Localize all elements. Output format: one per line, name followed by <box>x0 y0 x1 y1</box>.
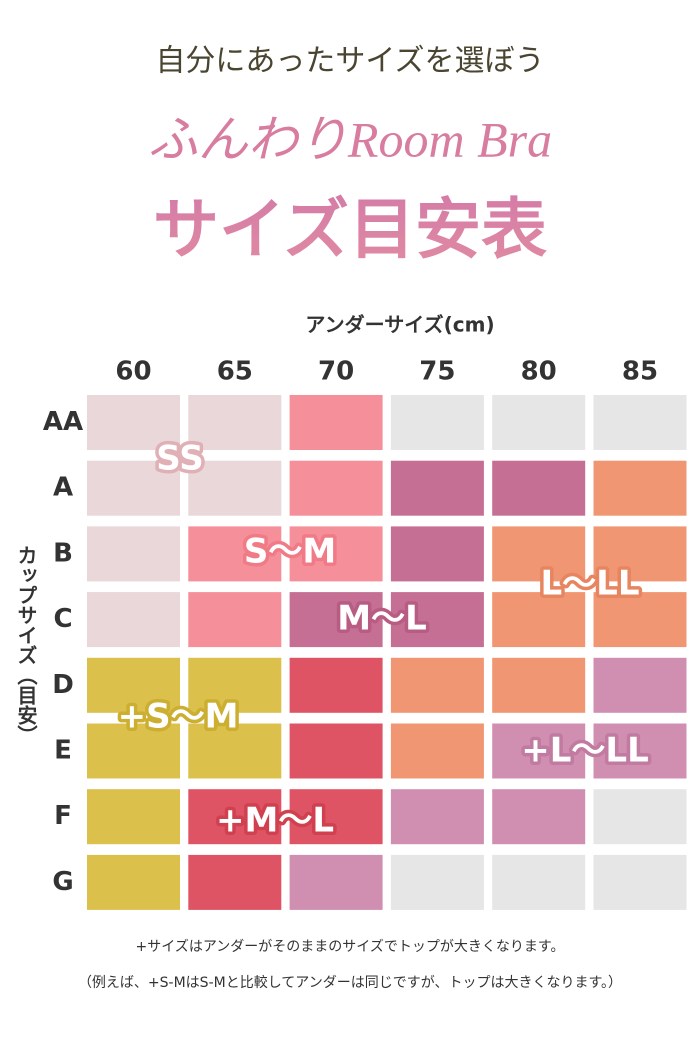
cell <box>492 789 586 845</box>
cell <box>188 395 282 450</box>
region-label: +M～L <box>216 801 334 841</box>
note: （例えば、+S-MはS-Mと比較してアンダーは同じですが、トップは大きくなります… <box>78 975 622 991</box>
cell <box>390 723 484 779</box>
region-label: S～M <box>244 532 336 572</box>
column-label: 80 <box>521 357 557 387</box>
cell <box>390 592 484 648</box>
row-label: D <box>52 670 74 700</box>
row-label: E <box>54 736 72 766</box>
row-heading: カップサイズ（目安） <box>14 545 38 745</box>
cell <box>390 526 484 582</box>
region-label: SS <box>156 439 203 479</box>
region-label: M～L <box>337 599 427 639</box>
cell <box>87 526 180 582</box>
cell <box>492 592 586 648</box>
cell <box>188 460 282 516</box>
cell <box>593 789 687 845</box>
cell <box>593 657 687 713</box>
cell <box>188 526 282 582</box>
cell <box>593 395 687 450</box>
cell <box>492 854 586 910</box>
brand: ふんわりRoom Bra <box>148 111 552 167</box>
cell <box>87 592 180 648</box>
cell <box>492 395 586 450</box>
cell <box>593 526 687 582</box>
cell <box>289 592 383 648</box>
row-label: G <box>52 867 73 897</box>
cell <box>593 460 687 516</box>
cell <box>492 723 586 779</box>
cell <box>492 526 586 582</box>
cell <box>188 657 282 713</box>
cell <box>593 854 687 910</box>
column-label: 70 <box>318 357 354 387</box>
cell <box>87 395 180 450</box>
region-label: L～LL <box>541 564 640 604</box>
cell <box>87 657 180 713</box>
cell <box>87 723 180 779</box>
cell <box>188 592 282 648</box>
cell <box>390 460 484 516</box>
row-label: AA <box>43 407 83 437</box>
cell <box>87 460 180 516</box>
column-label: 85 <box>622 357 658 387</box>
cell <box>390 395 484 450</box>
note: +サイズはアンダーがそのままのサイズでトップが大きくなります。 <box>136 939 565 955</box>
cell <box>390 789 484 845</box>
cell <box>492 460 586 516</box>
cell <box>593 723 687 779</box>
cell <box>289 460 383 516</box>
cell <box>188 854 282 910</box>
cell <box>289 723 383 779</box>
column-label: 65 <box>217 357 253 387</box>
region-label: +S～M <box>118 697 239 737</box>
lead: 自分にあったサイズを選ぼう <box>155 44 544 79</box>
cell <box>289 657 383 713</box>
cell <box>289 395 383 450</box>
cell <box>492 657 586 713</box>
title: サイズ目安表 <box>153 194 547 267</box>
row-label: F <box>54 801 72 831</box>
cell <box>289 526 383 582</box>
column-heading: アンダーサイズ(cm) <box>305 313 494 337</box>
column-label: 60 <box>115 357 151 387</box>
row-label: C <box>53 604 72 634</box>
cell <box>593 592 687 648</box>
cell <box>289 854 383 910</box>
cell <box>188 789 282 845</box>
column-label: 75 <box>419 357 455 387</box>
cell <box>390 657 484 713</box>
row-label: B <box>53 538 73 568</box>
cell <box>390 854 484 910</box>
row-label: A <box>53 473 73 503</box>
cell <box>289 789 383 845</box>
region-label: +L～LL <box>521 731 648 771</box>
cell <box>188 723 282 779</box>
cell <box>87 789 180 845</box>
cell <box>87 854 180 910</box>
